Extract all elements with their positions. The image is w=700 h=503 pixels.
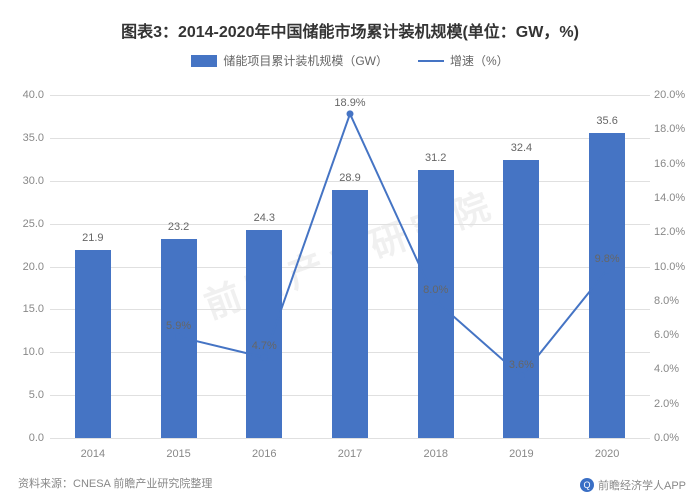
- y-right-tick-label: 10.0%: [654, 261, 694, 273]
- y-left-tick-label: 40.0: [12, 89, 44, 101]
- plot-region: 0.05.010.015.020.025.030.035.040.00.0%2.…: [50, 95, 650, 438]
- app-icon: Q: [580, 478, 594, 492]
- y-right-tick-label: 18.0%: [654, 123, 694, 135]
- legend-line-item: 增速（%）: [418, 52, 509, 69]
- y-right-tick-label: 12.0%: [654, 226, 694, 238]
- y-left-tick-label: 35.0: [12, 132, 44, 144]
- line-value-label: 8.0%: [423, 284, 448, 296]
- x-tick-label: 2015: [166, 448, 190, 460]
- legend-bar-label: 储能项目累计装机规模（GW）: [223, 52, 388, 69]
- y-left-tick-label: 20.0: [12, 261, 44, 273]
- line-value-label: 18.9%: [334, 97, 365, 109]
- footer-app-text: 前瞻经济学人APP: [598, 477, 686, 493]
- legend: 储能项目累计装机规模（GW） 增速（%）: [0, 52, 700, 81]
- y-right-tick-label: 4.0%: [654, 363, 694, 375]
- y-right-tick-label: 6.0%: [654, 329, 694, 341]
- y-right-tick-label: 14.0%: [654, 192, 694, 204]
- x-tick-label: 2017: [338, 448, 362, 460]
- footer-app: Q 前瞻经济学人APP: [580, 477, 686, 493]
- line-value-label: 5.9%: [166, 320, 191, 332]
- legend-line-label: 增速（%）: [450, 52, 509, 69]
- y-left-tick-label: 30.0: [12, 175, 44, 187]
- x-tick-label: 2020: [595, 448, 619, 460]
- legend-bar-item: 储能项目累计装机规模（GW）: [191, 52, 388, 69]
- chart-title: 图表3：2014-2020年中国储能市场累计装机规模(单位：GW，%): [0, 0, 700, 52]
- grid-line: [50, 438, 650, 439]
- source-text: 资料来源：CNESA 前瞻产业研究院整理: [18, 475, 212, 491]
- y-left-tick-label: 5.0: [12, 389, 44, 401]
- line-value-label: 9.8%: [595, 253, 620, 265]
- x-tick-label: 2018: [423, 448, 447, 460]
- y-left-tick-label: 10.0: [12, 346, 44, 358]
- y-left-tick-label: 25.0: [12, 218, 44, 230]
- line-value-label: 3.6%: [509, 359, 534, 371]
- legend-line-swatch: [418, 60, 444, 62]
- x-tick-label: 2019: [509, 448, 533, 460]
- line-series: [50, 95, 650, 438]
- x-tick-label: 2014: [81, 448, 105, 460]
- chart-area: 0.05.010.015.020.025.030.035.040.00.0%2.…: [50, 95, 650, 438]
- y-right-tick-label: 2.0%: [654, 398, 694, 410]
- y-left-tick-label: 15.0: [12, 303, 44, 315]
- line-value-label: 4.7%: [252, 341, 277, 353]
- y-right-tick-label: 0.0%: [654, 432, 694, 444]
- y-right-tick-label: 16.0%: [654, 158, 694, 170]
- legend-bar-swatch: [191, 55, 217, 67]
- y-right-tick-label: 20.0%: [654, 89, 694, 101]
- y-right-tick-label: 8.0%: [654, 295, 694, 307]
- x-tick-label: 2016: [252, 448, 276, 460]
- y-left-tick-label: 0.0: [12, 432, 44, 444]
